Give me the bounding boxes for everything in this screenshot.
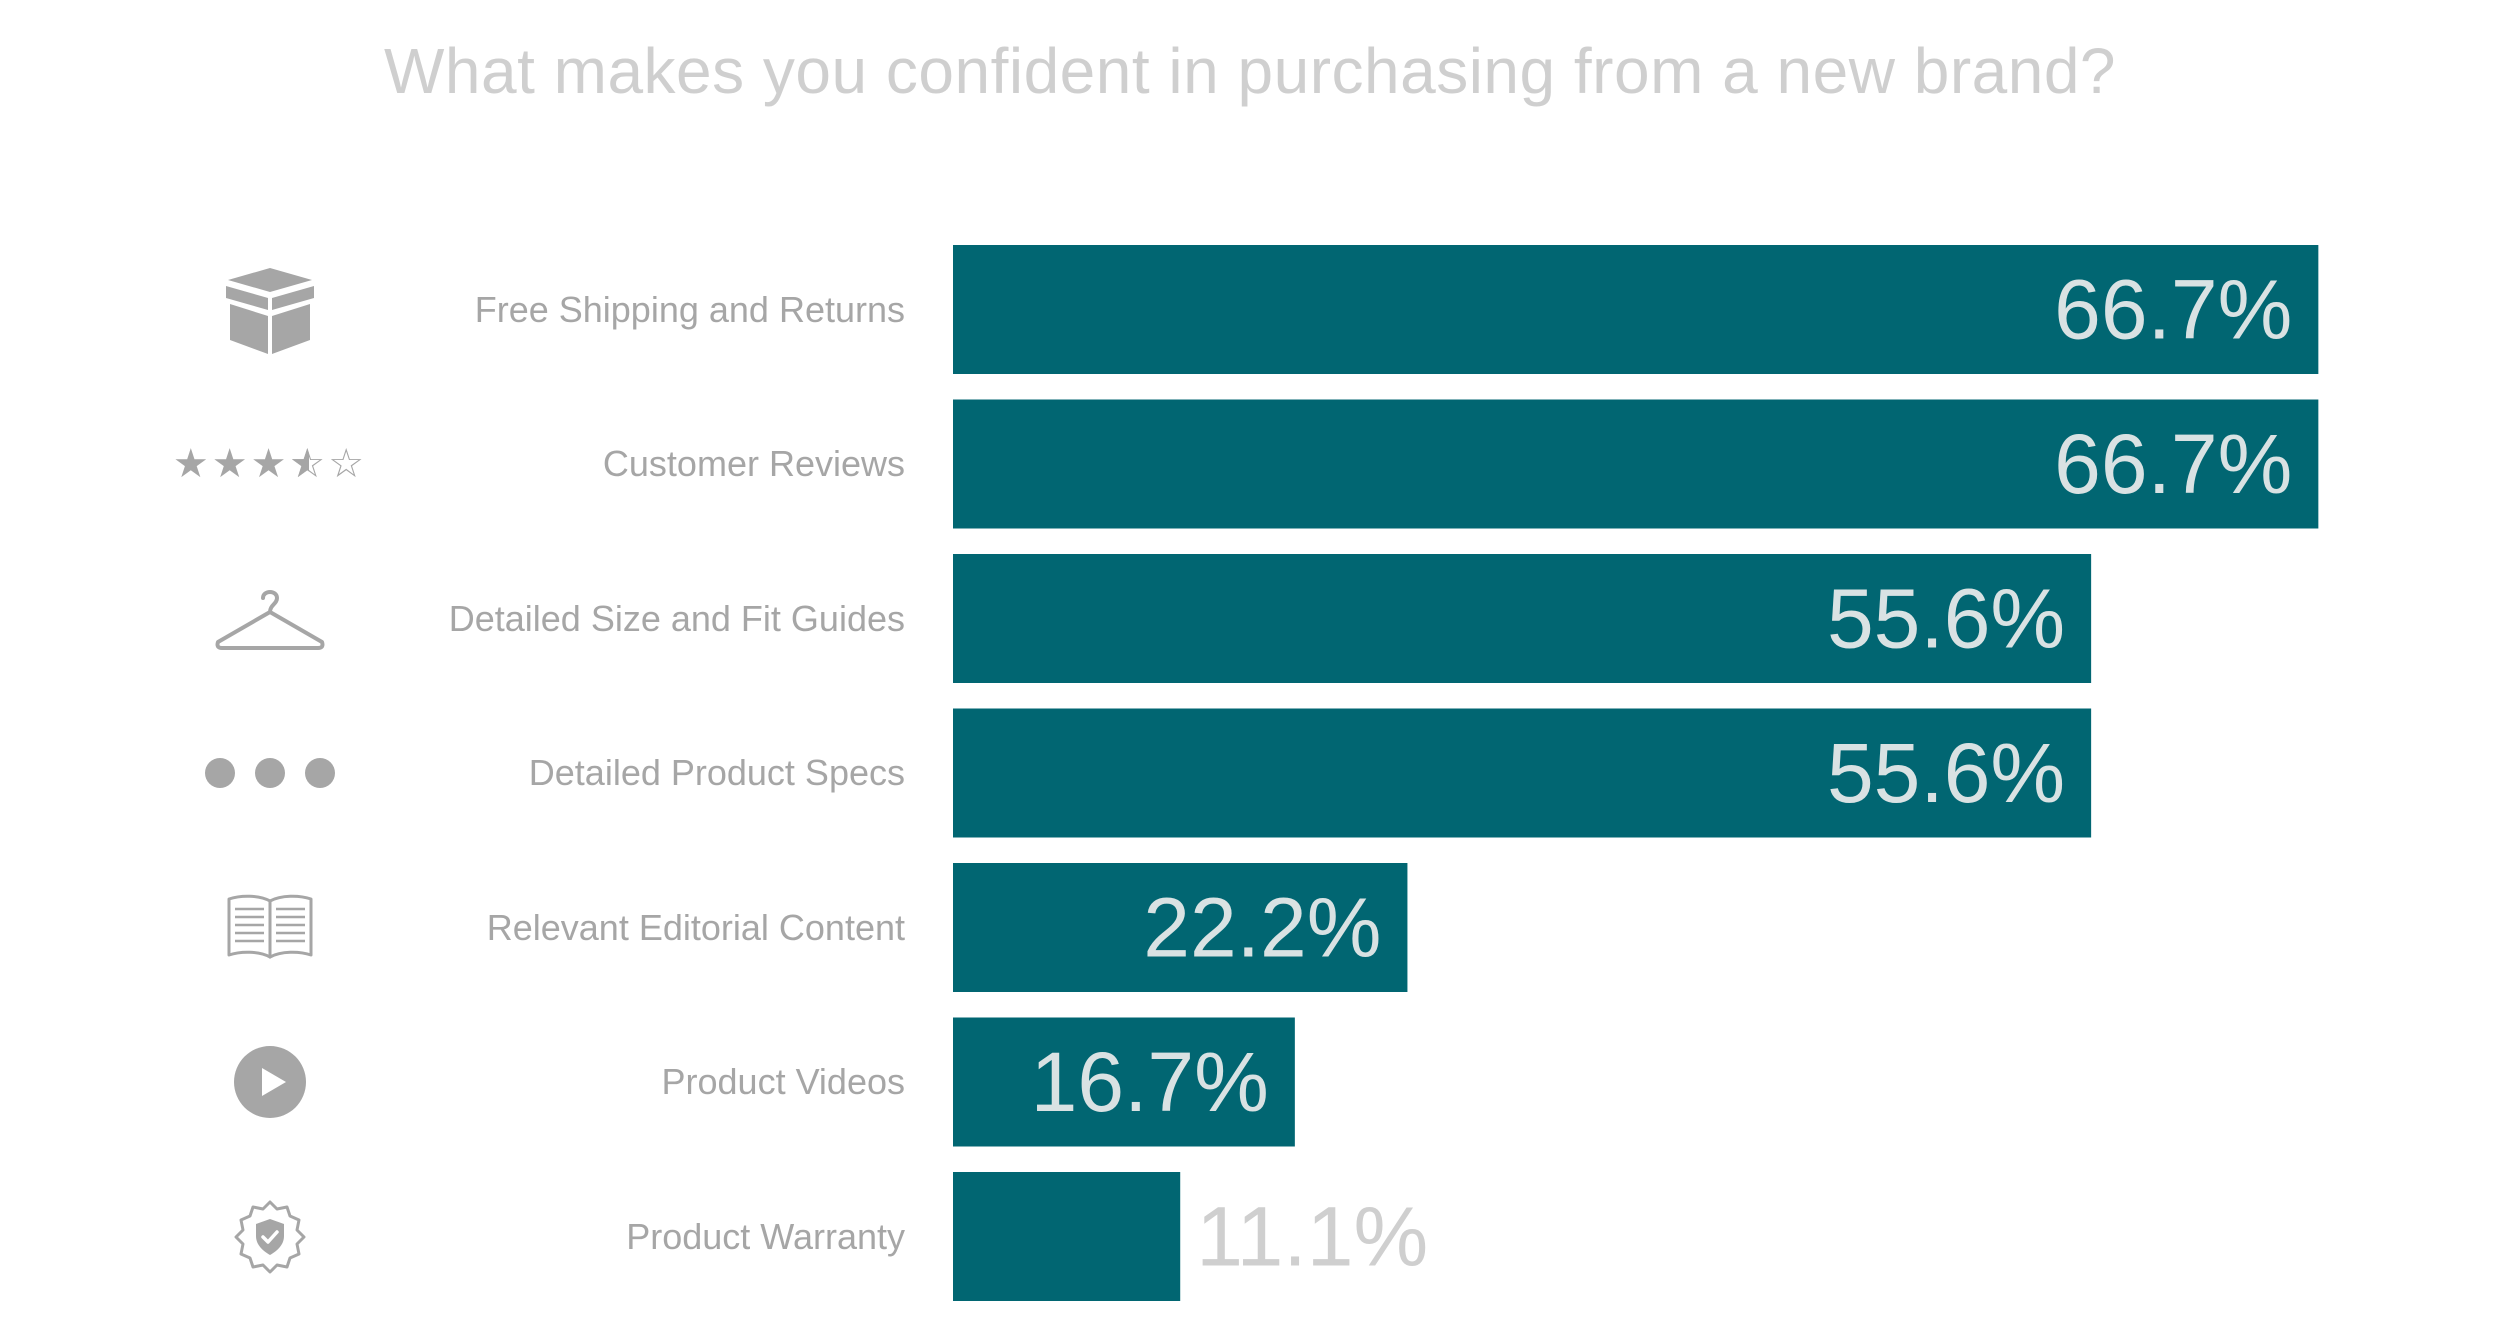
value-label: 16.7% (1031, 1035, 1269, 1129)
category-label: Customer Reviews (602, 443, 905, 484)
bar (953, 1017, 1295, 1147)
shield-badge-icon (170, 1182, 370, 1292)
category-label: Free Shipping and Returns (474, 288, 905, 330)
value-label: 55.6% (1827, 572, 2065, 666)
category-label: Detailed Product Specs (528, 752, 905, 793)
value-label: 55.6% (1827, 726, 2065, 820)
category-label: Product Videos (661, 1061, 906, 1102)
category-label: Detailed Size and Fit Guides (448, 597, 905, 639)
bar (953, 245, 2319, 374)
bar (953, 708, 2092, 838)
bar (953, 863, 1408, 992)
dots-icon (170, 718, 370, 828)
chart-title: What makes you confident in purchasing f… (383, 35, 2117, 107)
bar (953, 399, 2319, 529)
value-label: 11.1% (1196, 1190, 1428, 1284)
value-label: 66.7% (2054, 263, 2292, 357)
bar (953, 554, 2092, 683)
value-label: 22.2% (1143, 881, 1381, 975)
star-rating-icon: ★★★☆★☆ (172, 441, 368, 487)
value-label: 66.7% (2054, 417, 2292, 511)
play-icon (170, 1027, 370, 1137)
category-label: Product Warranty (626, 1215, 905, 1257)
category-label: Relevant Editorial Content (486, 906, 905, 948)
book-icon (170, 873, 370, 983)
bar (953, 1172, 1181, 1301)
box-icon (170, 255, 370, 365)
hanger-icon (170, 564, 370, 674)
